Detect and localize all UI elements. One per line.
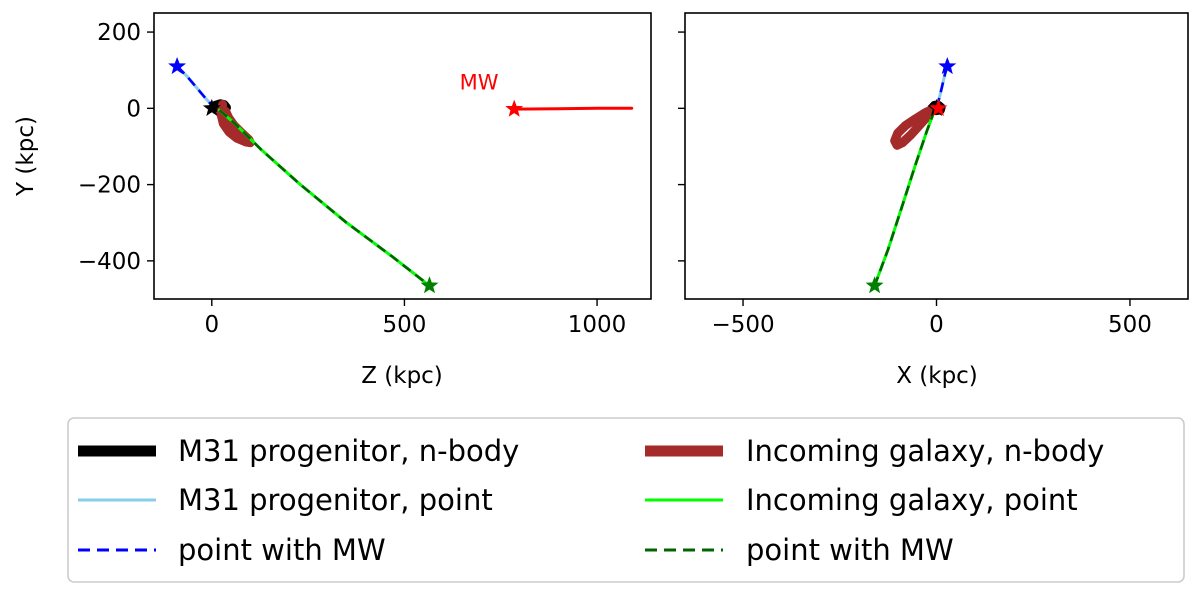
right-panel: −500 0 500 X (kpc) bbox=[678, 12, 1189, 389]
legend-label-m31-progenitor-point: M31 progenitor, point bbox=[178, 483, 493, 517]
left-x-tick-label: 0 bbox=[204, 312, 219, 338]
left-y-tick-label: 0 bbox=[126, 96, 141, 122]
left-series-incoming-galaxy-n-body bbox=[216, 100, 255, 148]
left-star-marker-1 bbox=[420, 276, 439, 294]
legend-label-point-with-mw: point with MW bbox=[178, 533, 386, 567]
right-x-axis-label: X (kpc) bbox=[896, 363, 978, 389]
left-y-tick-label: 200 bbox=[97, 20, 141, 46]
legend-frame bbox=[67, 417, 1185, 583]
left-y-tick-label: −400 bbox=[78, 249, 141, 275]
left-star-marker-3 bbox=[202, 98, 221, 116]
right-x-tick-label: −500 bbox=[711, 312, 774, 338]
legend-label-incoming-galaxy-n-body: Incoming galaxy, n-body bbox=[746, 434, 1104, 468]
right-series-point-with-mw-incoming bbox=[873, 109, 936, 287]
right-series-incoming-galaxy-n-body bbox=[890, 104, 938, 150]
left-series-point-with-mw-m31 bbox=[176, 65, 215, 109]
left-y-tick-label: −200 bbox=[78, 173, 141, 199]
left-x-tick-label: 1000 bbox=[568, 312, 627, 338]
right-star-marker-1 bbox=[865, 276, 884, 294]
right-x-tick-label: 500 bbox=[1108, 312, 1152, 338]
legend-label-m31-progenitor-n-body: M31 progenitor, n-body bbox=[178, 434, 519, 468]
left-series-mw bbox=[512, 106, 634, 111]
right-star-marker-0 bbox=[938, 56, 957, 75]
left-star-marker-0 bbox=[168, 56, 187, 75]
left-x-axis-label: Z (kpc) bbox=[361, 363, 443, 389]
right-x-tick-label: 0 bbox=[929, 312, 944, 338]
left-star-marker-2 bbox=[505, 99, 524, 117]
left-panel: 0 500 1000 200 0 −200 −400 MW Z (kpc) Y (kpc) bbox=[13, 12, 652, 389]
left-series-point-with-mw-incoming bbox=[218, 109, 431, 287]
mw-annotation: MW bbox=[460, 70, 499, 94]
legend-label-point-with-mw: point with MW bbox=[746, 533, 954, 567]
left-axes-frame bbox=[153, 12, 652, 300]
legend-label-incoming-galaxy-point: Incoming galaxy, point bbox=[746, 483, 1078, 517]
right-axes-frame bbox=[684, 12, 1189, 300]
left-x-tick-label: 500 bbox=[382, 312, 426, 338]
right-star-marker-3 bbox=[929, 98, 948, 116]
left-y-axis-label: Y (kpc) bbox=[13, 116, 39, 197]
legend: M31 progenitor, n-body M31 progenitor, po… bbox=[67, 417, 1185, 583]
